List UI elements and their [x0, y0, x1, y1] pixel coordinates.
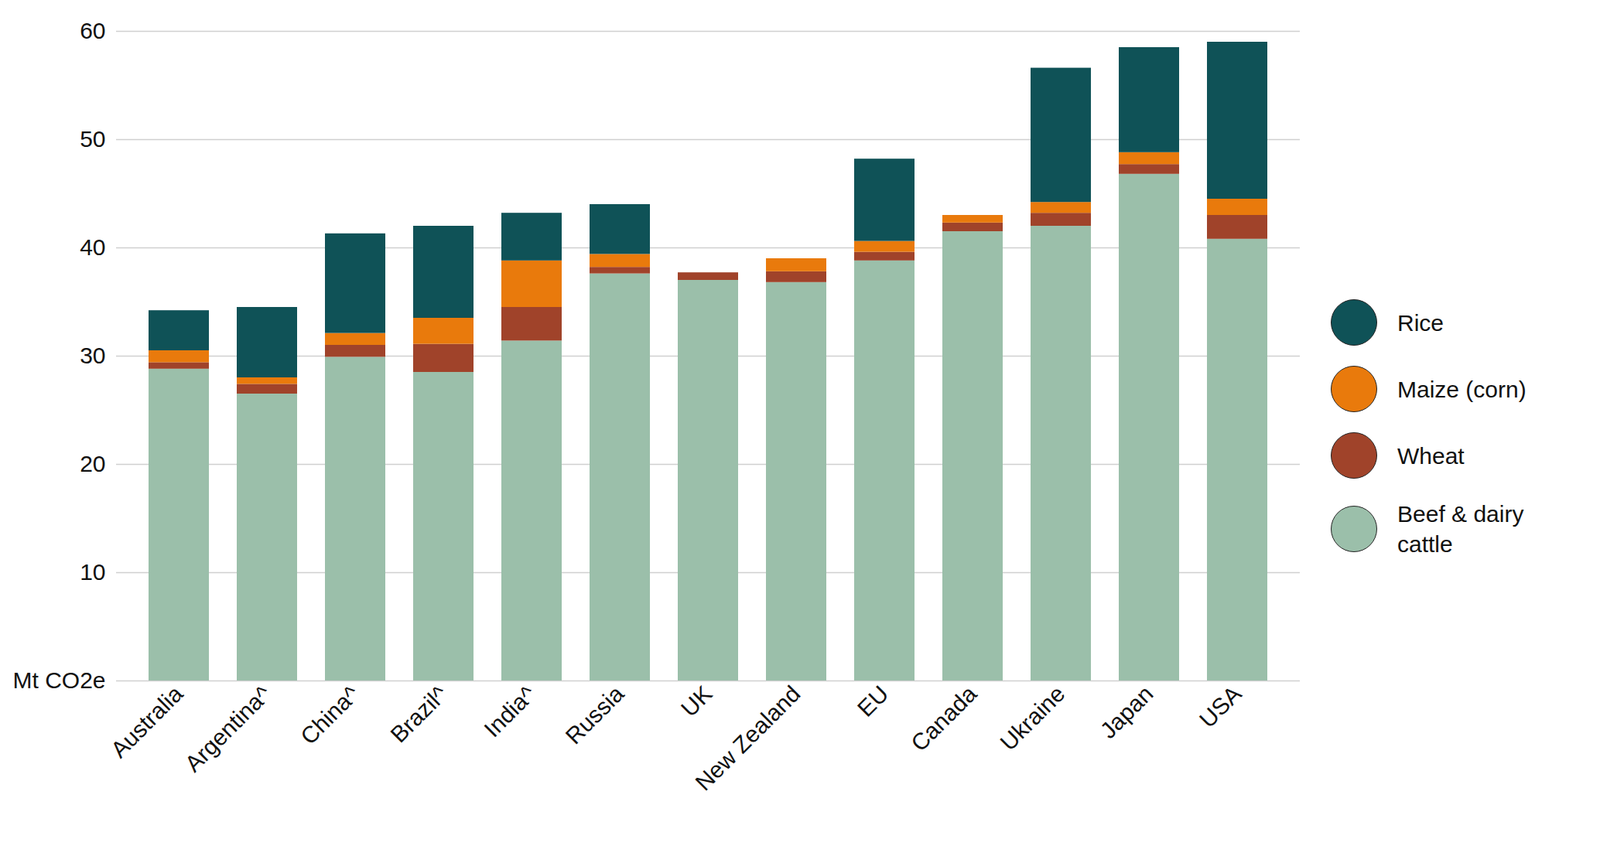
- svg-text:50: 50: [79, 126, 106, 152]
- svg-text:UK: UK: [676, 680, 718, 722]
- svg-text:Brazil^: Brazil^: [385, 680, 452, 748]
- svg-text:Russia: Russia: [560, 680, 629, 749]
- svg-text:India^: India^: [478, 680, 541, 742]
- svg-text:EU: EU: [852, 680, 894, 722]
- svg-text:Mt CO2e: Mt CO2e: [12, 667, 106, 694]
- svg-text:60: 60: [79, 17, 106, 44]
- svg-text:40: 40: [79, 234, 106, 260]
- svg-text:USA: USA: [1194, 680, 1247, 733]
- svg-text:China^: China^: [295, 680, 365, 750]
- html-text:Wheat: Wheat: [1397, 442, 1465, 469]
- svg-text:Argentina^: Argentina^: [179, 680, 276, 777]
- html-text:Beef & dairy cattle: Beef & dairy cattle: [1397, 501, 1524, 558]
- html-text:Rice: Rice: [1397, 309, 1444, 336]
- svg-text:20: 20: [79, 451, 106, 477]
- svg-text:Japan: Japan: [1094, 680, 1158, 744]
- svg-text:30: 30: [79, 342, 106, 369]
- svg-text:Australia: Australia: [105, 680, 189, 763]
- svg-text:New Zealand: New Zealand: [690, 680, 805, 796]
- svg-text:10: 10: [79, 559, 106, 585]
- svg-text:Canada: Canada: [905, 680, 982, 757]
- html-text:Maize (corn): Maize (corn): [1397, 376, 1527, 402]
- svg-text:Ukraine: Ukraine: [994, 680, 1070, 756]
